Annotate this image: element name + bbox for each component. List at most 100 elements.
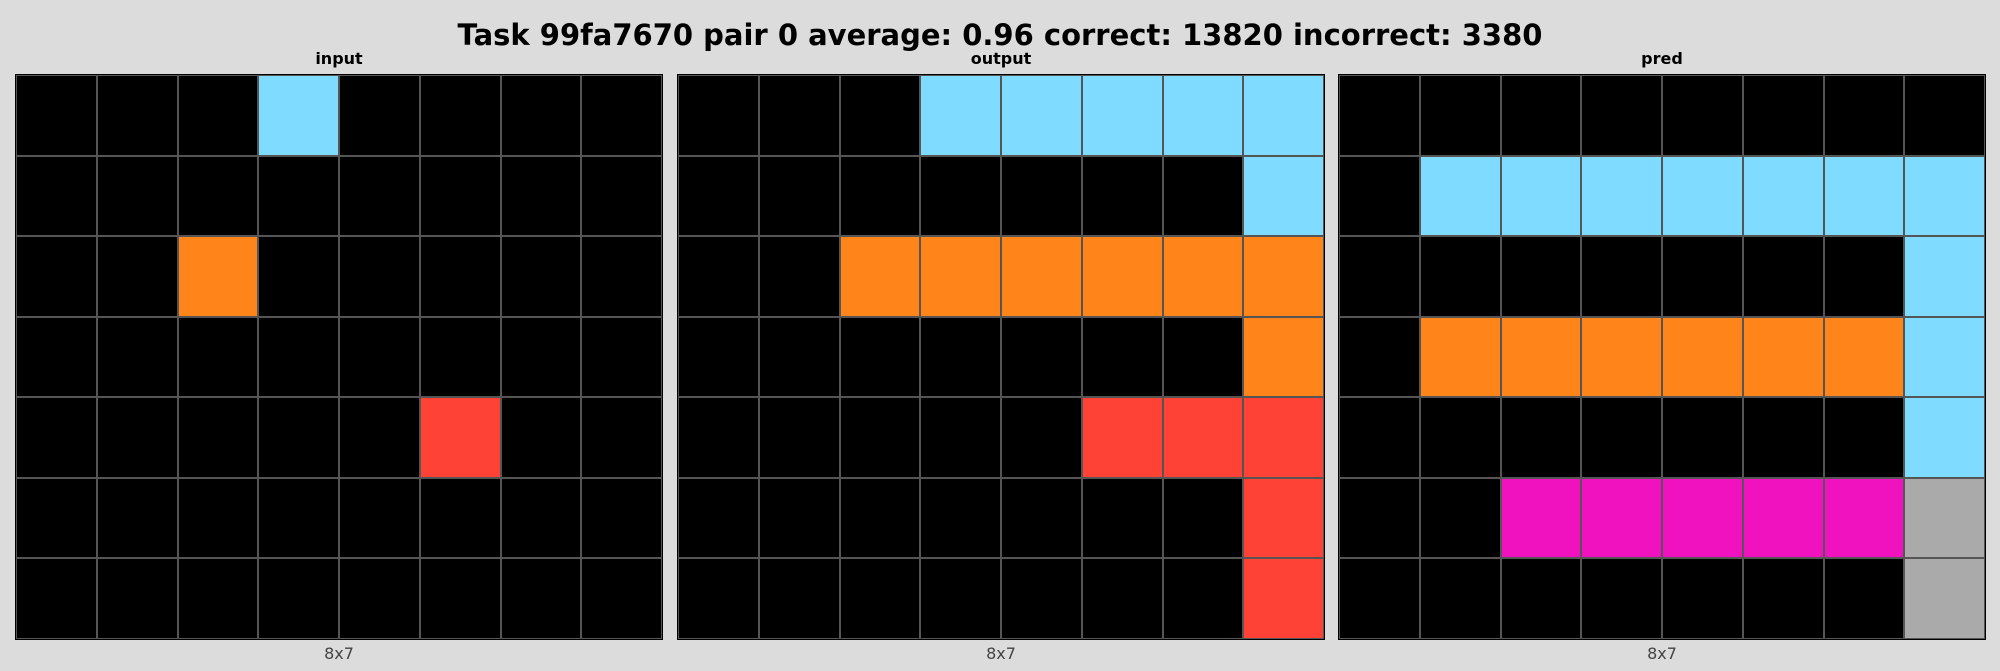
input-cell-r2-c5 bbox=[419, 236, 501, 317]
output-cell-r2-c1 bbox=[758, 236, 840, 317]
pred-cell-r4-c5 bbox=[1742, 397, 1824, 478]
output-cell-r6-c4 bbox=[1001, 558, 1082, 639]
input-cell-r4-c5 bbox=[419, 397, 501, 478]
pred-cell-r0-c6 bbox=[1823, 75, 1905, 156]
pred-cell-r0-c7 bbox=[1904, 75, 1985, 156]
panel-size-input: 8x7 bbox=[324, 644, 354, 663]
output-cell-r4-c7 bbox=[1243, 397, 1324, 478]
output-cell-r2-c5 bbox=[1081, 236, 1163, 317]
output-cell-r2-c2 bbox=[839, 236, 921, 317]
pred-cell-r5-c7 bbox=[1904, 477, 1985, 559]
input-cell-r6-c1 bbox=[96, 558, 178, 639]
output-cell-r0-c4 bbox=[1001, 75, 1082, 156]
output-cell-r2-c6 bbox=[1162, 236, 1244, 317]
input-cell-r0-c2 bbox=[177, 75, 259, 156]
input-cell-r1-c0 bbox=[16, 155, 97, 237]
output-cell-r5-c7 bbox=[1243, 477, 1324, 559]
output-cell-r3-c6 bbox=[1162, 316, 1244, 398]
output-cell-r5-c5 bbox=[1081, 477, 1163, 559]
pred-cell-r5-c3 bbox=[1581, 477, 1662, 559]
pred-cell-r2-c1 bbox=[1419, 236, 1501, 317]
input-cell-r1-c2 bbox=[177, 155, 259, 237]
output-cell-r3-c4 bbox=[1001, 316, 1082, 398]
panel-size-pred: 8x7 bbox=[1647, 644, 1677, 663]
output-cell-r1-c1 bbox=[758, 155, 840, 237]
pred-cell-r2-c5 bbox=[1742, 236, 1824, 317]
output-cell-r4-c1 bbox=[758, 397, 840, 478]
pred-cell-r4-c2 bbox=[1500, 397, 1582, 478]
input-cell-r4-c0 bbox=[16, 397, 97, 478]
input-cell-r1-c3 bbox=[258, 155, 339, 237]
input-cell-r5-c0 bbox=[16, 477, 97, 559]
output-cell-r0-c2 bbox=[839, 75, 921, 156]
pred-cell-r2-c7 bbox=[1904, 236, 1985, 317]
input-cell-r1-c1 bbox=[96, 155, 178, 237]
pred-cell-r2-c4 bbox=[1662, 236, 1743, 317]
pred-cell-r2-c2 bbox=[1500, 236, 1582, 317]
output-cell-r4-c6 bbox=[1162, 397, 1244, 478]
output-cell-r0-c5 bbox=[1081, 75, 1163, 156]
output-cell-r6-c3 bbox=[920, 558, 1001, 639]
pred-cell-r4-c3 bbox=[1581, 397, 1662, 478]
pred-cell-r3-c4 bbox=[1662, 316, 1743, 398]
output-cell-r1-c4 bbox=[1001, 155, 1082, 237]
pred-cell-r4-c1 bbox=[1419, 397, 1501, 478]
figure-title: Task 99fa7670 pair 0 average: 0.96 corre… bbox=[457, 18, 1543, 52]
input-cell-r0-c0 bbox=[16, 75, 97, 156]
panel-size-output: 8x7 bbox=[986, 644, 1016, 663]
input-cell-r6-c3 bbox=[258, 558, 339, 639]
pred-cell-r5-c1 bbox=[1419, 477, 1501, 559]
pred-cell-r1-c1 bbox=[1419, 155, 1501, 237]
pred-cell-r0-c4 bbox=[1662, 75, 1743, 156]
pred-cell-r3-c1 bbox=[1419, 316, 1501, 398]
pred-cell-r5-c4 bbox=[1662, 477, 1743, 559]
input-cell-r3-c4 bbox=[339, 316, 420, 398]
output-cell-r5-c6 bbox=[1162, 477, 1244, 559]
output-cell-r1-c2 bbox=[839, 155, 921, 237]
output-cell-r1-c6 bbox=[1162, 155, 1244, 237]
input-cell-r4-c6 bbox=[500, 397, 582, 478]
output-cell-r2-c0 bbox=[678, 236, 759, 317]
input-cell-r2-c2 bbox=[177, 236, 259, 317]
pred-cell-r0-c3 bbox=[1581, 75, 1662, 156]
output-cell-r0-c0 bbox=[678, 75, 759, 156]
pred-cell-r1-c6 bbox=[1823, 155, 1905, 237]
pred-cell-r0-c2 bbox=[1500, 75, 1582, 156]
output-cell-r5-c3 bbox=[920, 477, 1001, 559]
pred-cell-r6-c5 bbox=[1742, 558, 1824, 639]
pred-cell-r5-c6 bbox=[1823, 477, 1905, 559]
pred-cell-r4-c0 bbox=[1339, 397, 1420, 478]
input-cell-r6-c7 bbox=[581, 558, 662, 639]
output-cell-r4-c2 bbox=[839, 397, 921, 478]
input-cell-r5-c2 bbox=[177, 477, 259, 559]
output-panel: output 8x7 bbox=[677, 0, 1325, 671]
pred-cell-r6-c4 bbox=[1662, 558, 1743, 639]
input-cell-r2-c4 bbox=[339, 236, 420, 317]
output-cell-r6-c2 bbox=[839, 558, 921, 639]
input-cell-r2-c0 bbox=[16, 236, 97, 317]
output-cell-r0-c6 bbox=[1162, 75, 1244, 156]
output-cell-r0-c7 bbox=[1243, 75, 1324, 156]
pred-cell-r1-c4 bbox=[1662, 155, 1743, 237]
input-panel: input 8x7 bbox=[15, 0, 663, 671]
pred-cell-r2-c6 bbox=[1823, 236, 1905, 317]
output-grid bbox=[677, 74, 1325, 640]
input-cell-r3-c6 bbox=[500, 316, 582, 398]
input-cell-r6-c5 bbox=[419, 558, 501, 639]
pred-cell-r5-c0 bbox=[1339, 477, 1420, 559]
pred-cell-r3-c6 bbox=[1823, 316, 1905, 398]
input-cell-r0-c5 bbox=[419, 75, 501, 156]
input-cell-r6-c2 bbox=[177, 558, 259, 639]
input-cell-r3-c1 bbox=[96, 316, 178, 398]
pred-cell-r0-c5 bbox=[1742, 75, 1824, 156]
pred-cell-r1-c0 bbox=[1339, 155, 1420, 237]
output-cell-r0-c1 bbox=[758, 75, 840, 156]
output-cell-r1-c7 bbox=[1243, 155, 1324, 237]
pred-cell-r0-c0 bbox=[1339, 75, 1420, 156]
pred-cell-r6-c7 bbox=[1904, 558, 1985, 639]
input-cell-r5-c1 bbox=[96, 477, 178, 559]
input-cell-r5-c6 bbox=[500, 477, 582, 559]
pred-cell-r2-c3 bbox=[1581, 236, 1662, 317]
pred-cell-r4-c4 bbox=[1662, 397, 1743, 478]
input-cell-r0-c6 bbox=[500, 75, 582, 156]
